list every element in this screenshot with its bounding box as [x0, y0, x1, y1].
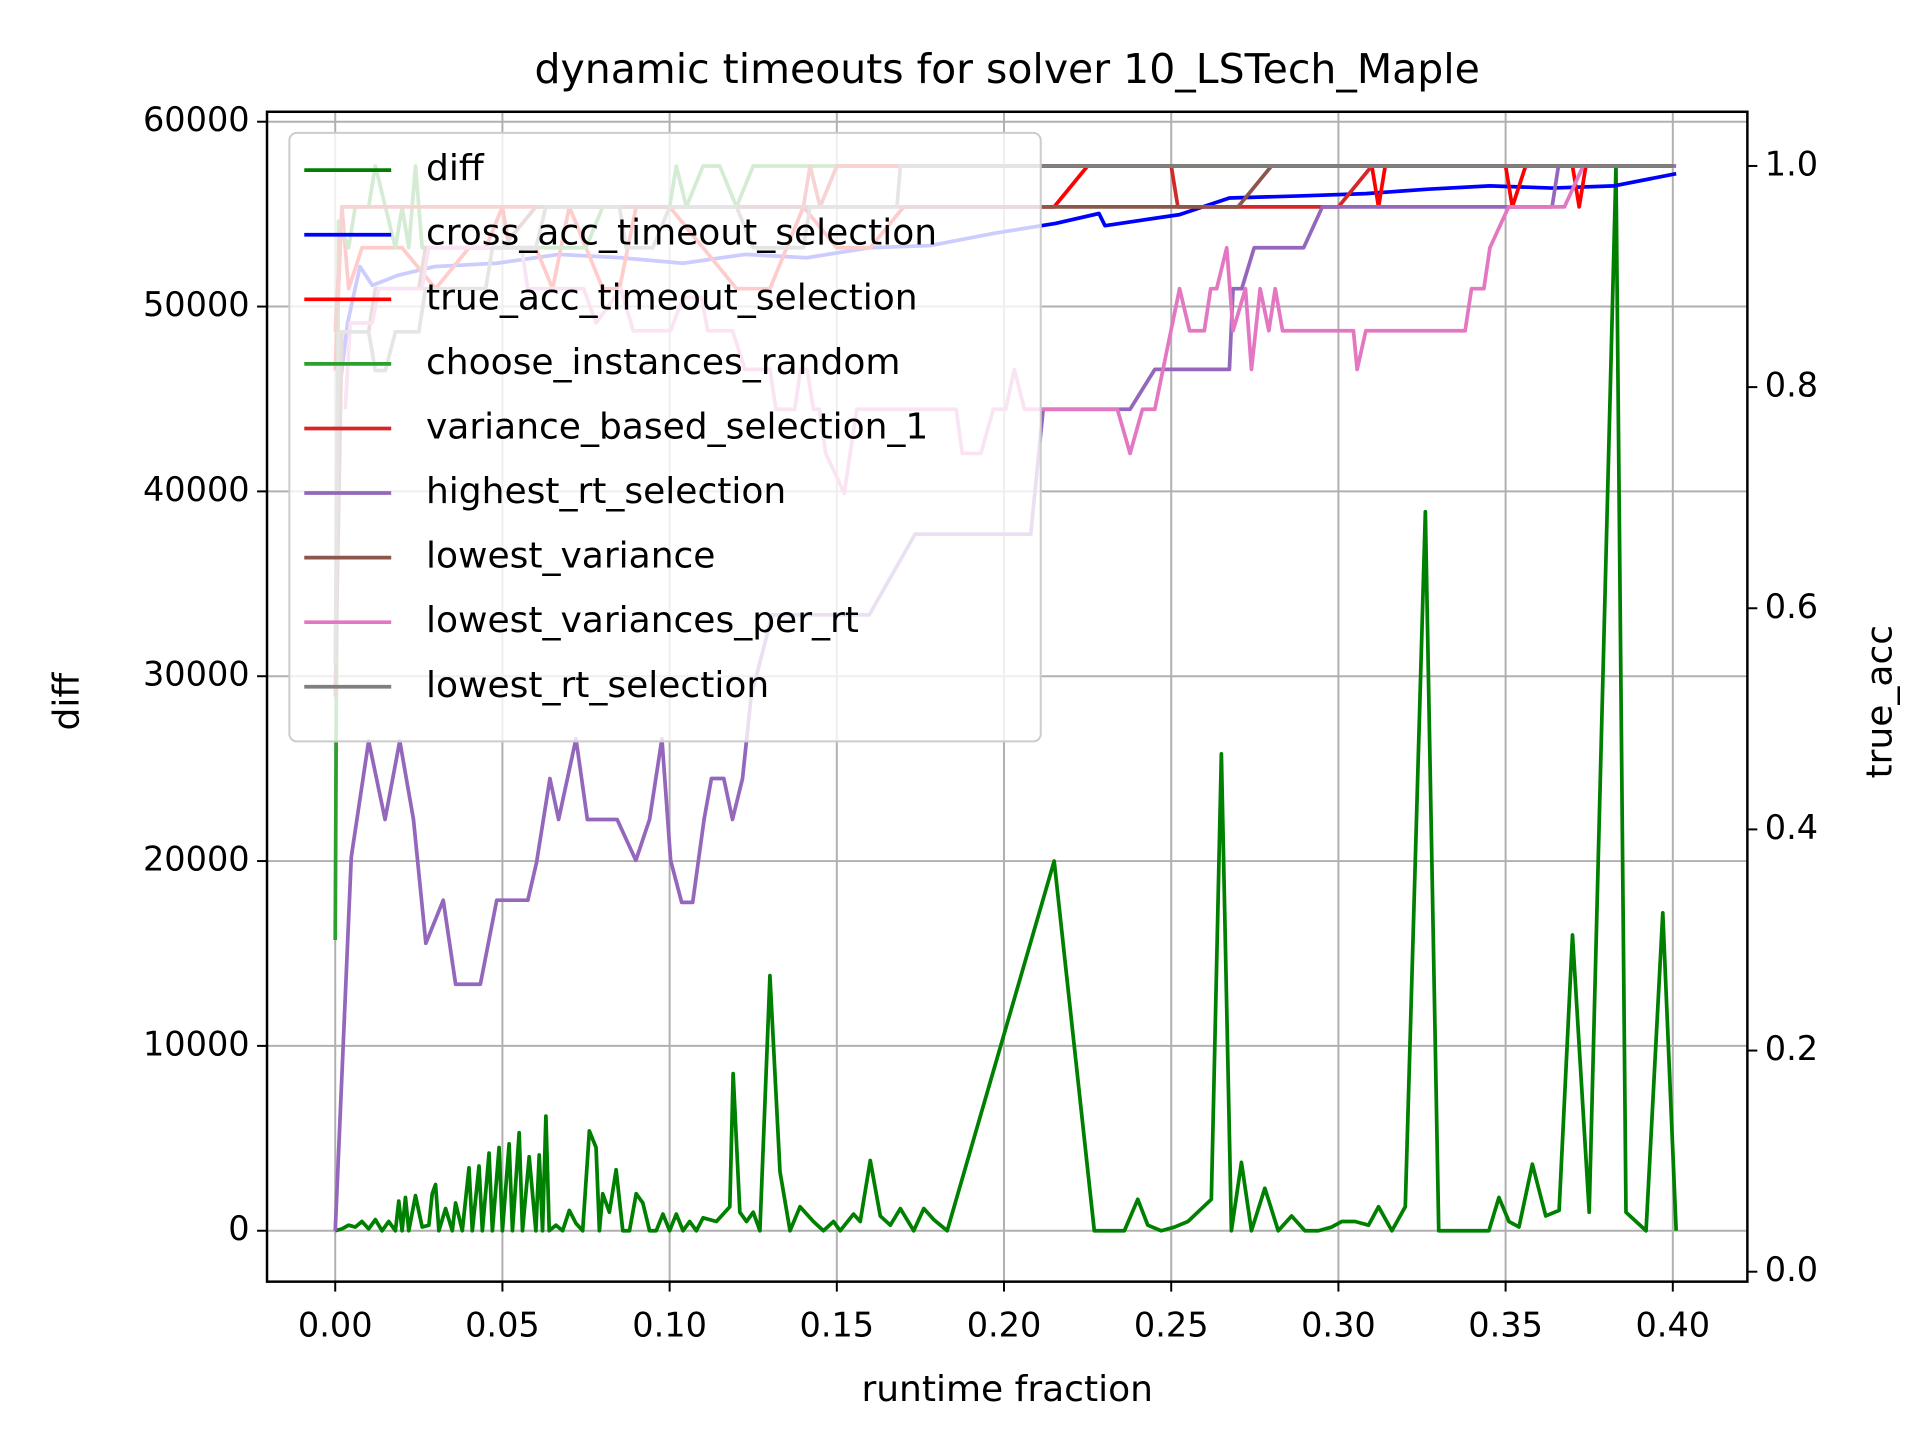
y2-tick-label: 0.2	[1765, 1029, 1818, 1068]
x-axis-label: runtime fraction	[861, 1369, 1153, 1410]
y-tick-label: 60000	[143, 100, 250, 139]
legend-label: highest_rt_selection	[426, 471, 786, 512]
legend-label: variance_based_selection_1	[426, 406, 928, 447]
series-line	[334, 166, 1679, 1233]
x-tick-label: 0.15	[800, 1305, 875, 1344]
legend-label: lowest_variances_per_rt	[426, 600, 859, 641]
legend-label: lowest_rt_selection	[426, 665, 769, 706]
y-tick-label: 40000	[143, 470, 250, 509]
y-tick-label: 50000	[143, 285, 250, 324]
x-tick-label: 0.10	[632, 1305, 707, 1344]
y2-tick-label: 0.6	[1765, 587, 1818, 626]
x-tick-label: 0.00	[298, 1305, 373, 1344]
axes-frame	[265, 110, 1749, 1283]
y2-tick-label: 0.4	[1765, 808, 1818, 847]
y2-tick-label: 1.0	[1765, 144, 1818, 183]
x-tick-label: 0.40	[1635, 1305, 1710, 1344]
legend-box	[288, 131, 1042, 743]
x-tick-label: 0.25	[1134, 1305, 1209, 1344]
y-tick-label: 20000	[143, 840, 250, 879]
legend-label: true_acc_timeout_selection	[426, 277, 918, 318]
legend-label: cross_acc_timeout_selection	[426, 213, 937, 254]
legend: diff cross_acc_timeout_selection true_acc_…	[288, 131, 1042, 743]
ticks: 0.00 0.05 0.10 0.15 0.20 0.25 0.30 0.35 0.40 0 100…	[143, 100, 1818, 1344]
y-axis-label: diff	[46, 672, 87, 731]
y-tick-label: 0	[228, 1209, 249, 1248]
x-tick-label: 0.20	[967, 1305, 1042, 1344]
x-tick-label: 0.05	[465, 1305, 540, 1344]
x-tick-label: 0.30	[1301, 1305, 1376, 1344]
legend-label: choose_instances_random	[426, 342, 900, 383]
y2-tick-label: 0.8	[1765, 366, 1818, 405]
y2-tick-label: 0.0	[1765, 1250, 1818, 1289]
legend-label: diff	[426, 148, 485, 189]
y-tick-label: 30000	[143, 655, 250, 694]
x-tick-label: 0.35	[1468, 1305, 1543, 1344]
y2-axis-label: true_acc	[1860, 625, 1901, 779]
y-tick-label: 10000	[143, 1024, 250, 1063]
chart-title: dynamic timeouts for solver 10_LSTech_Ma…	[534, 45, 1479, 93]
legend-label: lowest_variance	[426, 536, 715, 577]
